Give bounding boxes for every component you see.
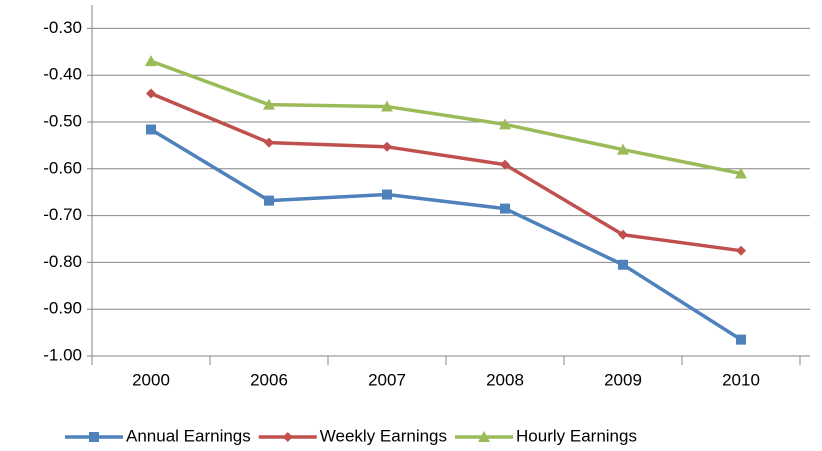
y-tick-label: -0.40 — [43, 65, 82, 84]
data-point — [736, 245, 746, 256]
data-point — [146, 124, 156, 135]
y-tick-label: -0.80 — [43, 252, 82, 271]
x-tick-label: 2000 — [132, 370, 170, 389]
x-tick-label: 2010 — [722, 370, 760, 389]
series-line — [150, 91, 742, 253]
data-point — [500, 159, 510, 170]
data-point — [381, 100, 393, 112]
data-point — [500, 203, 510, 214]
series-line — [150, 127, 742, 342]
y-tick-label: -0.90 — [43, 299, 82, 318]
y-tick-label: -0.70 — [43, 205, 82, 224]
data-point — [146, 88, 156, 99]
y-tick-label: -0.50 — [43, 111, 82, 130]
legend-marker — [89, 432, 99, 442]
legend-label: Annual Earnings — [126, 426, 251, 445]
legend-marker — [478, 431, 491, 442]
data-point — [264, 195, 274, 206]
legend-item: Hourly Earnings — [455, 426, 637, 445]
y-tick-label: -0.30 — [43, 18, 82, 37]
data-point — [145, 55, 157, 67]
legend-label: Weekly Earnings — [320, 426, 447, 445]
x-tick-label: 2008 — [486, 370, 524, 389]
data-point — [735, 167, 747, 179]
data-point — [618, 259, 628, 270]
data-point — [382, 141, 392, 152]
legend: Annual Earnings Weekly Earnings Hourly Ear… — [65, 426, 637, 445]
x-tick-label: 2006 — [250, 370, 288, 389]
data-point — [264, 137, 274, 148]
legend-marker — [282, 432, 293, 442]
series-line — [150, 59, 742, 176]
x-tick-label: 2009 — [604, 370, 642, 389]
legend-label: Hourly Earnings — [516, 426, 637, 445]
x-tick-label: 2007 — [368, 370, 406, 389]
y-tick-label: -0.60 — [43, 158, 82, 177]
legend-item: Annual Earnings — [65, 426, 251, 445]
data-point — [263, 98, 275, 110]
y-tick-label: -1.00 — [43, 345, 82, 364]
data-point — [617, 143, 629, 155]
data-point — [736, 334, 746, 345]
data-point — [618, 229, 628, 240]
legend-item: Weekly Earnings — [258, 426, 447, 445]
data-point — [499, 118, 511, 130]
data-point — [382, 189, 392, 200]
